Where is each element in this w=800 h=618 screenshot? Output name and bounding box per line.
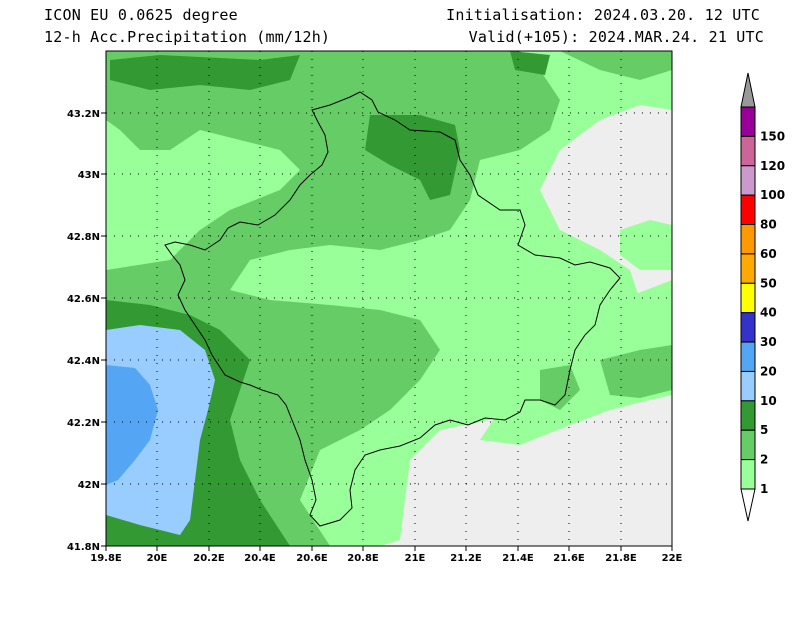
x-tick-labels: 19.8E 20E 20.2E 20.4E 20.6E 20.8E 21E 21… — [90, 553, 682, 564]
colorbar-arrow-bottom — [740, 488, 756, 522]
precip-area-light-east — [480, 280, 672, 445]
x-tick-label: 20.4E — [244, 553, 276, 564]
colorbar-swatch — [740, 253, 756, 284]
precip-field — [106, 51, 672, 546]
colorbar-level-label: 20 — [760, 364, 777, 378]
precip-area-medium-e — [600, 345, 672, 398]
x-tick-label: 21.6E — [553, 553, 585, 564]
colorbar-swatch — [740, 400, 756, 431]
colorbar-level-label: 120 — [760, 159, 785, 173]
x-tick-marks — [105, 546, 673, 551]
precip-area-medium-ne — [560, 51, 672, 80]
colorbar-level-label: 60 — [760, 247, 777, 261]
x-tick-label: 19.8E — [90, 553, 122, 564]
precip-area-blue — [106, 365, 158, 485]
country-border — [164, 91, 621, 527]
colorbar-level-label: 1 — [760, 482, 768, 496]
y-tick-label: 42.6N — [67, 294, 100, 305]
x-tick-label: 20.6E — [296, 553, 328, 564]
colorbar-swatch — [740, 165, 756, 196]
colorbar-swatch — [740, 194, 756, 226]
y-tick-label: 43.2N — [67, 109, 100, 120]
y-tick-label: 41.8N — [67, 542, 100, 553]
colorbar-swatch — [740, 135, 756, 167]
x-tick-label: 21E — [405, 553, 426, 564]
y-tick-label: 42.8N — [67, 232, 100, 243]
colorbar-level-label: 150 — [760, 129, 785, 143]
precip-area-medium-se — [540, 365, 580, 410]
x-tick-label: 20.8E — [347, 553, 379, 564]
field-title: 12-h Acc.Precipitation (mm/12h) — [44, 28, 331, 46]
colorbar-swatch — [740, 370, 756, 402]
colorbar-swatch — [740, 459, 756, 490]
y-tick-label: 42.4N — [67, 356, 100, 367]
precip-area-dark-ne — [510, 51, 550, 75]
colorbar-level-label: 40 — [760, 306, 777, 320]
x-tick-label: 21.2E — [450, 553, 482, 564]
colorbar-level-label: 100 — [760, 188, 785, 202]
y-tick-labels: 41.8N 42N 42.2N 42.4N 42.6N 42.8N 43N 43… — [67, 109, 100, 553]
colorbar-swatch — [740, 282, 756, 314]
colorbar-swatch — [740, 429, 756, 461]
x-tick-label: 21.4E — [502, 553, 534, 564]
colorbar-level-label: 2 — [760, 453, 768, 467]
colorbar-arrow-top — [740, 72, 756, 108]
x-tick-label: 21.8E — [605, 553, 637, 564]
x-tick-label: 22E — [662, 553, 683, 564]
colorbar-level-label: 50 — [760, 276, 777, 290]
colorbar-legend: 1 2 5 10 20 30 40 50 60 80 100 120 150 — [740, 72, 785, 522]
precip-area-dark-n — [110, 55, 300, 90]
colorbar-swatch — [740, 224, 756, 255]
init-time: Initialisation: 2024.03.20. 12 UTC — [446, 6, 760, 24]
y-tick-label: 42N — [78, 480, 100, 491]
colorbar-level-label: 10 — [760, 394, 777, 408]
valid-time: Valid(+105): 2024.MAR.24. 21 UTC — [468, 28, 764, 46]
x-tick-label: 20E — [147, 553, 168, 564]
y-tick-label: 42.2N — [67, 418, 100, 429]
y-tick-marks — [101, 112, 106, 547]
colorbar-swatch — [740, 312, 756, 343]
precip-area-dark-center — [365, 115, 460, 200]
x-tick-label: 20.2E — [193, 553, 225, 564]
precip-area-light-ne — [620, 220, 672, 270]
colorbar-level-label: 30 — [760, 335, 777, 349]
y-tick-label: 43N — [78, 170, 100, 181]
colorbar-swatch — [740, 341, 756, 372]
colorbar-swatch — [740, 106, 756, 137]
colorbar-level-label: 80 — [760, 218, 777, 232]
colorbar-level-label: 5 — [760, 423, 768, 437]
model-title: ICON EU 0.0625 degree — [44, 6, 238, 24]
